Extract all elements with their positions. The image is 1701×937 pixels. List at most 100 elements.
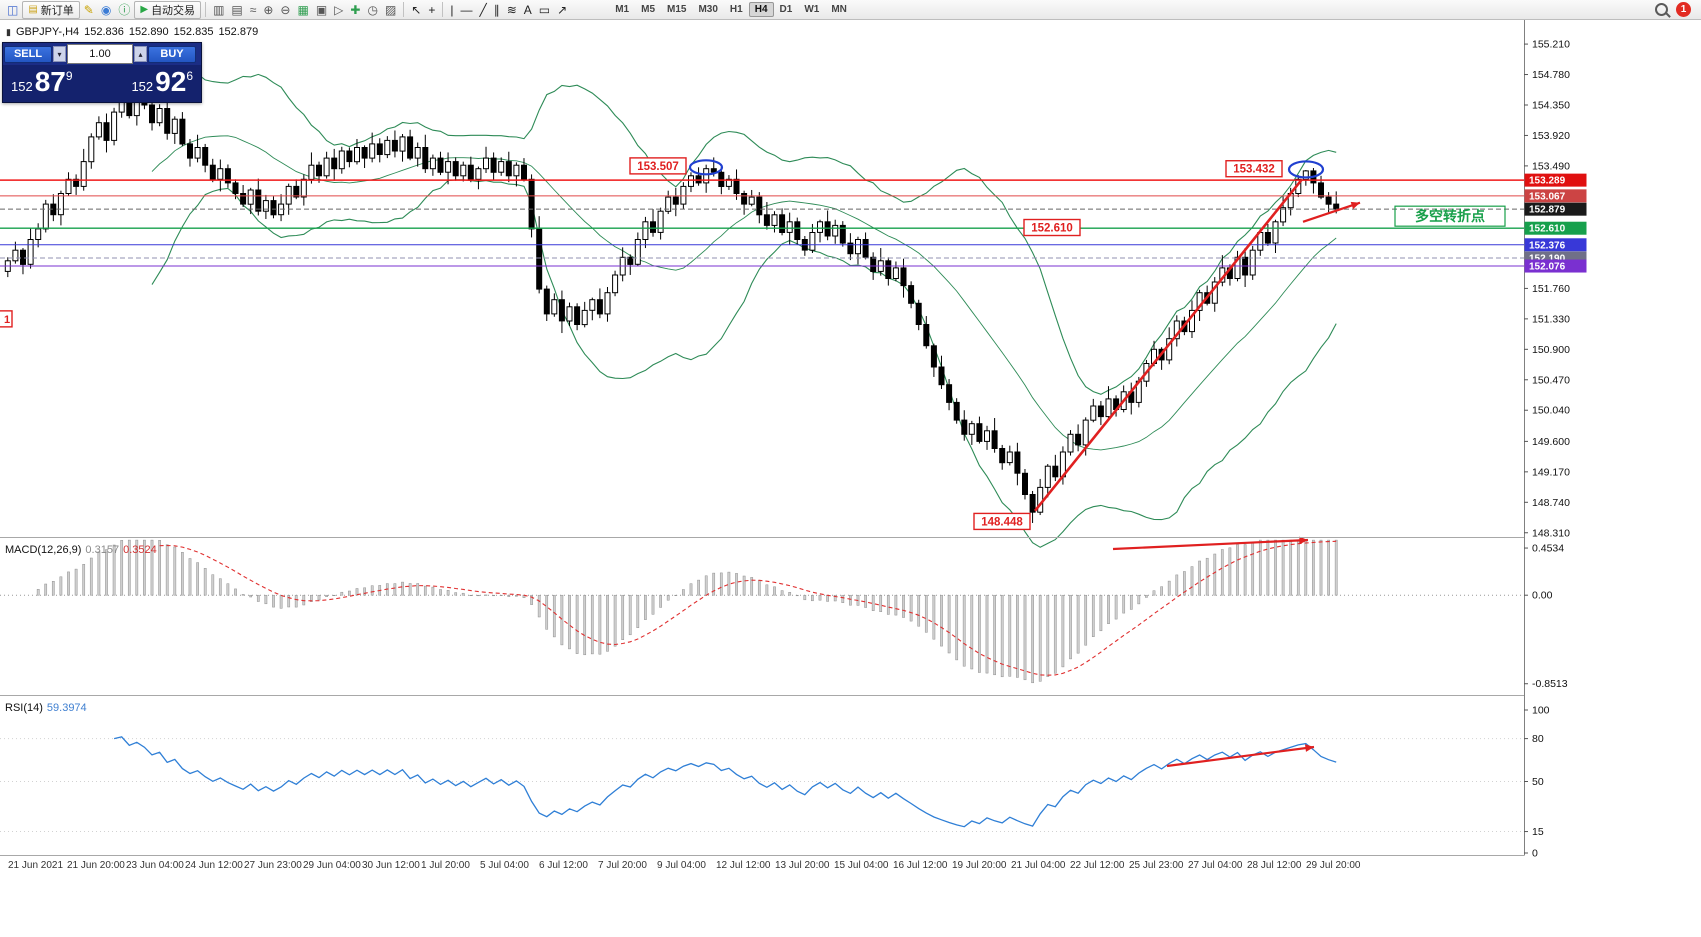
arrange-windows-icon[interactable]: ▣ <box>315 2 328 17</box>
candlestick-chart-icon[interactable]: ▤ <box>231 2 243 17</box>
horizontal-line-icon[interactable]: — <box>460 2 473 17</box>
highlight-ellipse[interactable] <box>688 159 724 176</box>
timeframe-h4[interactable]: H4 <box>748 2 774 17</box>
axis-price-flag <box>1524 238 1587 252</box>
time-axis-label: 7 Jul 20:00 <box>598 860 647 871</box>
chart-area[interactable]: 153.507 153.432 152.610 148.448 多空转折点 1 155.21… <box>0 20 1701 937</box>
macd-axis-label: -0.8513 <box>1532 678 1568 690</box>
vertical-line-icon[interactable]: | <box>450 2 454 17</box>
timeframe-m1[interactable]: M1 <box>615 4 630 15</box>
trendline[interactable] <box>1033 178 1304 512</box>
toolbar-right: 1 <box>1655 2 1697 17</box>
time-axis-label: 29 Jul 20:00 <box>1306 860 1361 871</box>
ask-price[interactable]: 152 92 6 <box>131 67 193 97</box>
channel-icon[interactable]: ∥ <box>493 2 500 17</box>
line-chart-icon[interactable]: ≈ <box>249 2 257 17</box>
macd-axis-label: 0.4534 <box>1532 543 1564 555</box>
price-callout-box[interactable] <box>629 157 687 175</box>
axis-price-flag <box>1524 221 1587 235</box>
volume-down-button[interactable]: ▾ <box>53 46 66 62</box>
note-box[interactable] <box>1394 205 1506 227</box>
zoom-out-icon[interactable]: ⊖ <box>280 2 291 17</box>
cursor-icon[interactable]: ↖ <box>411 2 422 17</box>
new-chart-icon[interactable]: ◫ <box>7 2 19 17</box>
ask-big: 92 <box>155 66 187 97</box>
axis-price-flag-text: 152.610 <box>1529 224 1566 235</box>
axis-price-flag <box>1524 173 1587 187</box>
symbol-period: GBPJPY-,H4 <box>15 26 80 38</box>
rsi-axis-label: 50 <box>1532 776 1544 788</box>
axis-tick-label: 154.350 <box>1532 99 1570 111</box>
new-order-button[interactable]: ▤ 新订单 <box>22 0 80 19</box>
auto-trading-button[interactable]: ▶ 自动交易 <box>134 0 202 19</box>
ohlc-low: 152.835 <box>173 26 214 38</box>
highlight-ellipse[interactable] <box>1287 160 1325 179</box>
time-axis-label: 16 Jul 12:00 <box>893 860 948 871</box>
buy-button[interactable]: BUY <box>148 45 196 63</box>
timeframe-m5[interactable]: M5 <box>641 4 656 15</box>
bar-chart-icon[interactable]: ▥ <box>213 2 225 17</box>
price-callout-text: 153.507 <box>637 161 679 173</box>
trendline-icon[interactable]: ╱ <box>479 2 487 17</box>
axis-tick-label: 151.760 <box>1532 283 1570 295</box>
sell-button[interactable]: SELL <box>4 45 52 63</box>
indicators-icon[interactable]: ✚ <box>350 2 361 17</box>
price-callout-text: 153.432 <box>1233 164 1275 176</box>
indicator-arrow-head <box>1304 744 1314 752</box>
timeframe-d1[interactable]: D1 <box>779 4 793 15</box>
axis-price-flag-text: 152.879 <box>1529 205 1566 216</box>
news-icon[interactable]: ⓘ <box>118 2 131 17</box>
chart-shift-icon[interactable]: ▷ <box>334 2 344 17</box>
auto-trading-button-icon: ▶ <box>140 4 149 15</box>
chart-canvas[interactable]: 153.507 153.432 152.610 148.448 多空转折点 1 155.21… <box>0 20 1701 937</box>
timeframe-w1[interactable]: W1 <box>804 4 820 15</box>
templates-icon[interactable]: ▨ <box>384 2 397 17</box>
notification-badge[interactable]: 1 <box>1676 2 1691 17</box>
rsi-axis-label: 80 <box>1532 733 1544 745</box>
macd-indicator-title: MACD(12,26,9) 0.3157 0.3524 <box>5 544 157 556</box>
price-callout-box[interactable] <box>1225 160 1283 178</box>
axis-tick-label: 150.900 <box>1532 344 1570 356</box>
timeframe-m15[interactable]: M15 <box>667 4 687 15</box>
indicator-arrow[interactable] <box>1112 538 1309 551</box>
community-icon[interactable]: ◉ <box>100 2 112 17</box>
pencil-icon[interactable]: ✎ <box>83 2 94 17</box>
zoom-in-icon[interactable]: ⊕ <box>263 2 274 17</box>
label-icon[interactable]: ▭ <box>538 2 551 17</box>
axis-tick-label: 148.740 <box>1532 497 1570 509</box>
macd-axis-label: 0.00 <box>1532 590 1553 602</box>
price-callout-box[interactable] <box>1023 218 1081 237</box>
axis-tick-label: 149.600 <box>1532 436 1570 448</box>
tile-windows-icon[interactable]: ▦ <box>297 2 309 17</box>
price-axis[interactable] <box>1524 20 1701 937</box>
indicator-arrow[interactable] <box>1166 745 1315 768</box>
ohlc-close: 152.879 <box>218 26 259 38</box>
bid-price[interactable]: 152 87 9 <box>11 67 73 97</box>
axis-price-flag <box>1524 189 1587 203</box>
axis-tick-label: 151.330 <box>1532 313 1570 325</box>
crosshair-icon[interactable]: + <box>428 2 436 17</box>
search-icon[interactable] <box>1655 3 1668 16</box>
axis-tick-label: 149.170 <box>1532 466 1570 478</box>
time-axis-label: 30 Jun 12:00 <box>362 860 420 871</box>
toolbar: ◫ ▤ 新订单 ✎ ◉ ⓘ ▶ 自动交易 ▥ ▤ ≈ ⊕ ⊖ ▦ ▣ ▷ ✚ ◷ ▨ ↖ + | — ╱ ∥ ≋ A ▭ ↗ M1 M5 M1… <box>0 0 1701 20</box>
timeframe-bar: M1 M5 M15 M30 H1 H4 D1 W1 MN <box>609 2 853 17</box>
price-callout-box[interactable] <box>973 512 1031 531</box>
axis-tick-label: 148.310 <box>1532 527 1570 539</box>
trend-arrow-head <box>1350 201 1360 210</box>
macd-value-1: 0.3157 <box>85 544 120 556</box>
periods-icon[interactable]: ◷ <box>367 2 378 17</box>
trend-arrow[interactable] <box>1302 201 1361 223</box>
time-axis-label: 24 Jun 12:00 <box>185 860 243 871</box>
arrow-tool-icon[interactable]: ↗ <box>557 2 568 17</box>
text-icon[interactable]: A <box>523 2 532 17</box>
timeframe-m30[interactable]: M30 <box>698 4 718 15</box>
fibonacci-icon[interactable]: ≋ <box>506 2 517 17</box>
rsi-value: 59.3974 <box>46 702 87 714</box>
volume-input[interactable] <box>67 44 133 64</box>
volume-up-button[interactable]: ▴ <box>134 46 147 62</box>
timeframe-mn[interactable]: MN <box>831 4 847 15</box>
ask-prefix: 152 <box>131 79 154 94</box>
axis-price-flag-text: 152.076 <box>1529 262 1566 273</box>
timeframe-h1[interactable]: H1 <box>729 4 743 15</box>
